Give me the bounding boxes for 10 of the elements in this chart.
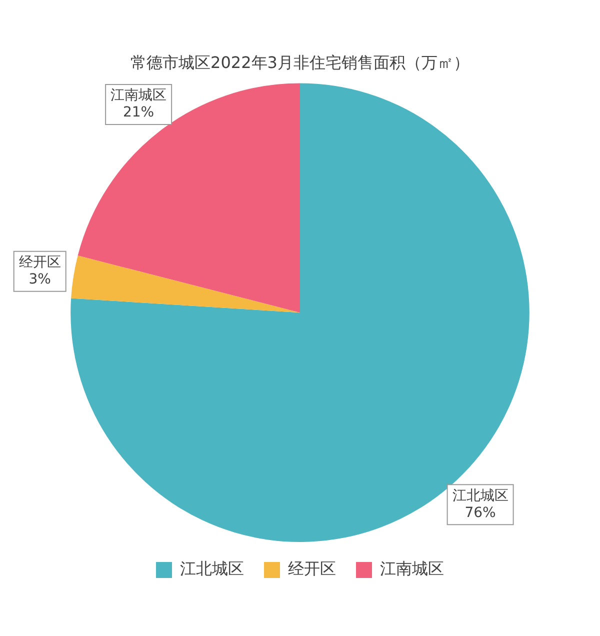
slice-label: 江南城区 — [110, 88, 167, 104]
data-label: 76% — [464, 504, 496, 521]
slice-label: 经开区 — [18, 254, 61, 271]
data-label: 3% — [28, 272, 51, 288]
legend-label: 经开区 — [288, 559, 336, 578]
legend-label: 江南城区 — [380, 559, 444, 578]
data-label: 21% — [123, 104, 154, 121]
legend-label: 江北城区 — [180, 559, 244, 578]
chart-title: 常德市城区2022年3月非住宅销售面积（万㎡） — [130, 52, 470, 72]
slice-label: 江北城区 — [452, 488, 508, 504]
